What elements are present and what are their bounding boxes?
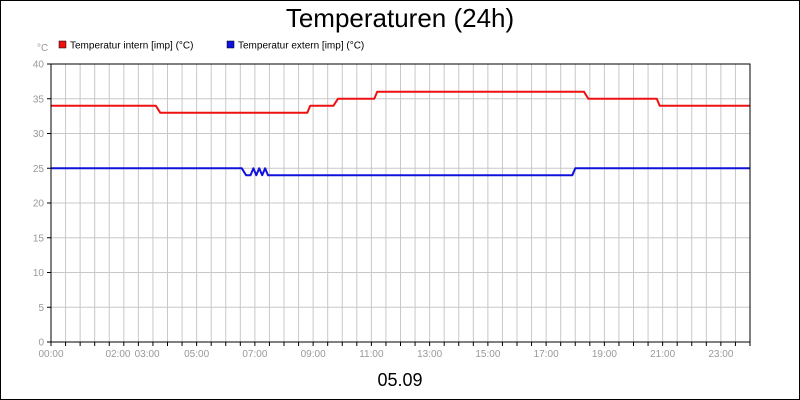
y-tick-label: 30 (33, 129, 45, 140)
y-axis-ticks: 0 5 10 15 20 25 30 35 40 (33, 60, 51, 349)
legend-label-2: Temperatur extern [imp] (°C) (238, 41, 364, 52)
y-tick-label: 35 (33, 94, 45, 105)
series-line-2 (51, 167, 750, 177)
x-axis-ticks: 00:00 02:00 03:00 05:00 07:00 09:00 11:00 13:00… (38, 342, 751, 360)
x-tick-label: 19:00 (592, 349, 617, 360)
series-lines (51, 90, 750, 177)
x-tick-label: 07:00 (242, 349, 267, 360)
legend-swatch-1 (58, 40, 67, 49)
x-tick-label: 17:00 (534, 349, 559, 360)
plot-border (50, 63, 751, 343)
legend: Temperatur intern [imp] (°C) Temperatur e… (58, 40, 364, 52)
x-axis-label: 05.09 (377, 370, 423, 390)
y-tick-label: 25 (33, 164, 45, 175)
x-tick-label: 00:00 (38, 349, 63, 360)
legend-label-1: Temperatur intern [imp] (°C) (70, 41, 193, 52)
y-axis-label: °C (37, 43, 48, 54)
legend-swatch-2 (226, 40, 235, 49)
y-tick-label: 0 (38, 338, 44, 349)
chart-title: Temperaturen (24h) (285, 3, 515, 33)
x-tick-label: 13:00 (417, 349, 442, 360)
x-tick-label: 03:00 (135, 349, 160, 360)
x-tick-label: 15:00 (475, 349, 500, 360)
x-tick-label: 09:00 (301, 349, 326, 360)
x-tick-label: 23:00 (708, 349, 733, 360)
series-line-1 (51, 90, 750, 114)
y-tick-label: 5 (38, 303, 44, 314)
x-tick-label: 11:00 (359, 349, 384, 360)
grid (51, 64, 750, 342)
y-tick-label: 20 (33, 199, 45, 210)
x-tick-label: 02:00 (105, 349, 130, 360)
y-tick-label: 40 (33, 60, 45, 71)
x-tick-label: 21:00 (650, 349, 675, 360)
y-tick-label: 10 (33, 268, 45, 279)
y-tick-label: 15 (33, 233, 45, 244)
x-tick-label: 05:00 (184, 349, 209, 360)
